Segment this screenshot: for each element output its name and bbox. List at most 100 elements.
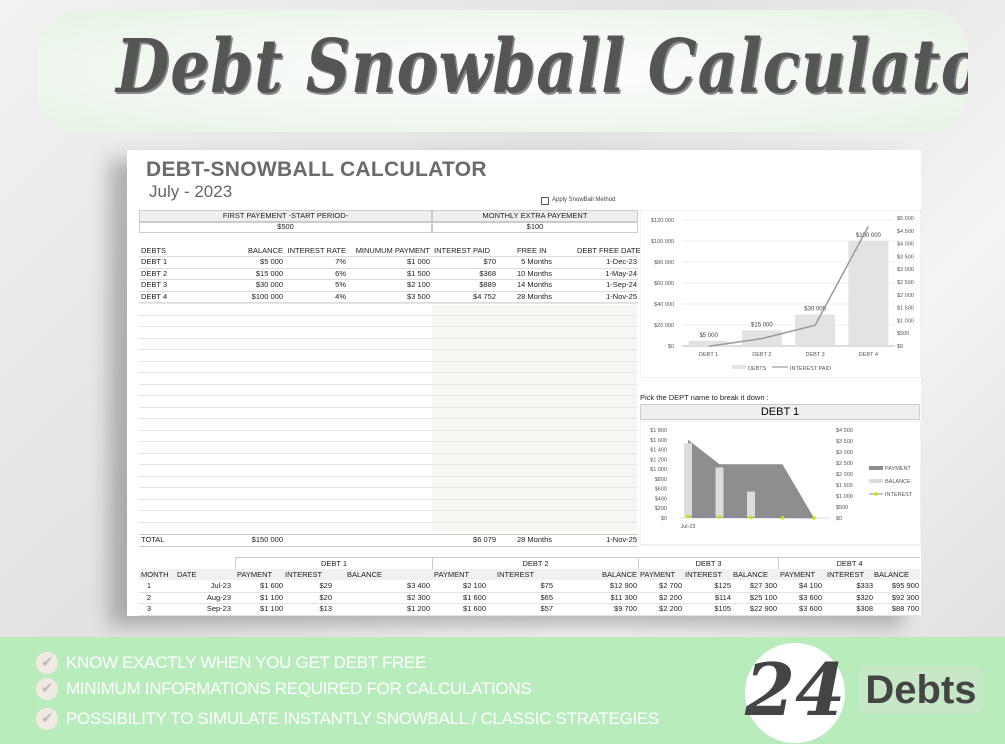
grid-line [139,302,638,303]
debts-chart: $0 $20 000 $40 000 $60 000 $80 000 $100 000 $1… [640,210,921,378]
y-tick-label: $20 000 [654,323,674,329]
debt-cell[interactable]: DEBT 4 [141,291,168,301]
schedule-cell: $2 700 [659,581,682,590]
breakdown-prompt: Pick the DEPT name to break it down : [640,393,769,402]
grid-line [139,314,638,316]
legend-label: PAYMENT [885,466,911,472]
balance-bar [715,467,724,518]
extra-payment-input[interactable]: $100 [526,222,544,231]
debt-cell[interactable]: DEBT 1 [141,257,168,266]
debt-cell[interactable]: DEBT 2 [141,268,168,278]
total-cell: 28 Months [516,535,552,544]
debt-cell[interactable]: 5% [335,280,346,289]
schedule-cell: 2 [146,592,152,602]
snowball-checkbox[interactable] [541,197,549,205]
debt-selector[interactable]: DEBT 1 [640,404,920,420]
grid-line [139,406,638,408]
y-tick-label: $800 [655,477,667,483]
y-tick-label: $1 800 [650,428,667,434]
group-header: DEBT 4 [778,557,920,569]
debt-cell[interactable]: 4% [335,291,346,301]
column-header: INTEREST [685,570,723,579]
interest-point [812,516,816,520]
schedule-cell: $27 300 [749,581,777,590]
bar-label: $100 000 [856,233,882,239]
grid-line [139,475,638,477]
debt-cell[interactable]: $2 100 [407,280,430,289]
column-header: INTEREST [497,570,535,579]
y2-tick-label: $0 [897,344,903,350]
bar [795,314,836,346]
schedule-cell: $11 300 [610,592,637,602]
bar-label: $5 000 [699,333,718,339]
schedule-cell: 1 [146,581,152,590]
debt-cell[interactable]: 7% [335,257,346,266]
grid-line [139,395,638,396]
debt-cell: 28 Months [516,291,552,301]
debt-cell[interactable]: 6% [335,268,346,278]
feature-item: ✔ POSSIBILITY TO SIMULATE INSTANTLY SNOWB… [36,708,659,730]
y2-tick-label: $1 500 [836,483,853,489]
schedule-cell: $9 700 [614,604,637,613]
debt-cell[interactable]: $100 000 [251,291,283,301]
schedule-cell: $65 [540,592,553,602]
grid-line [139,267,638,269]
feature-item: ✔ KNOW EXACTLY WHEN YOU GET DEBT FREE [36,652,426,674]
legend-label: INTEREST PAID [790,366,831,372]
y-tick-label: $80 000 [654,260,674,266]
y-tick-label: $1 200 [650,457,667,463]
extra-payment-label: MONTHLY EXTRA PAYEMENT [482,211,588,220]
total-cell: $6 079 [473,535,496,544]
debt-cell[interactable]: $15 000 [255,268,283,278]
schedule-cell: $2 100 [463,581,486,590]
grid-line [139,303,638,304]
first-payment-input[interactable]: $500 [277,222,294,231]
column-header: BALANCE [602,570,638,579]
column-header: BALANCE [247,246,283,255]
schedule-header-row [139,569,920,580]
schedule-cell: $22 900 [749,604,777,613]
debt-cell[interactable]: $3 500 [407,291,430,301]
debt-cell[interactable]: $1 500 [407,268,430,278]
x-tick-label: DEBT 4 [859,352,878,358]
legend-swatch [869,466,883,470]
y2-tick-label: $2 500 [897,280,914,286]
schedule-cell: $125 [714,581,731,590]
y2-tick-label: $4 500 [897,229,914,235]
debt-cell[interactable]: DEBT 3 [141,280,168,289]
banner-title: Debt Snowball Calculator [115,24,968,110]
bar [688,340,729,346]
debt-cell[interactable]: $1 000 [407,257,430,266]
schedule-cell: Jul-23 [210,581,231,590]
grid-line [139,418,638,419]
debt-cell[interactable]: $5 000 [260,257,283,266]
schedule-cell: $1 100 [260,604,283,613]
schedule-cell: $3 600 [799,592,822,602]
features-footer: ✔ KNOW EXACTLY WHEN YOU GET DEBT FREE ✔ MI… [0,637,1005,744]
debt-cell: $4 752 [473,291,496,301]
legend-swatch [732,365,746,369]
schedule-cell: $308 [856,604,873,613]
schedule-cell: $320 [856,592,873,602]
grid-line [139,452,638,454]
y-tick-label: $1 400 [650,448,667,454]
title-banner: Debt Snowball Calculator [38,10,968,132]
grid-line [139,464,638,465]
schedule-cell: $88 700 [891,604,919,613]
column-header: INTEREST RATE [287,246,346,255]
y2-tick-label: $0 [836,516,842,522]
column-header: MINUMUM PAYMENT [355,246,430,255]
column-header: PAYMENT [237,570,273,579]
x-tick-label: Jul-23 [681,524,696,530]
debt-cell[interactable]: $30 000 [255,280,283,289]
debt-cell: $70 [483,257,496,266]
schedule-cell: $95 900 [891,581,919,590]
schedule-cell: Aug-23 [206,592,231,602]
grid-line [139,279,638,280]
group-header: DEBT 3 [638,557,778,569]
bar [848,241,889,346]
badge-label: Debts [858,666,984,714]
grid-line [139,534,638,535]
balance-bar [684,443,692,518]
grid-line [139,290,638,292]
